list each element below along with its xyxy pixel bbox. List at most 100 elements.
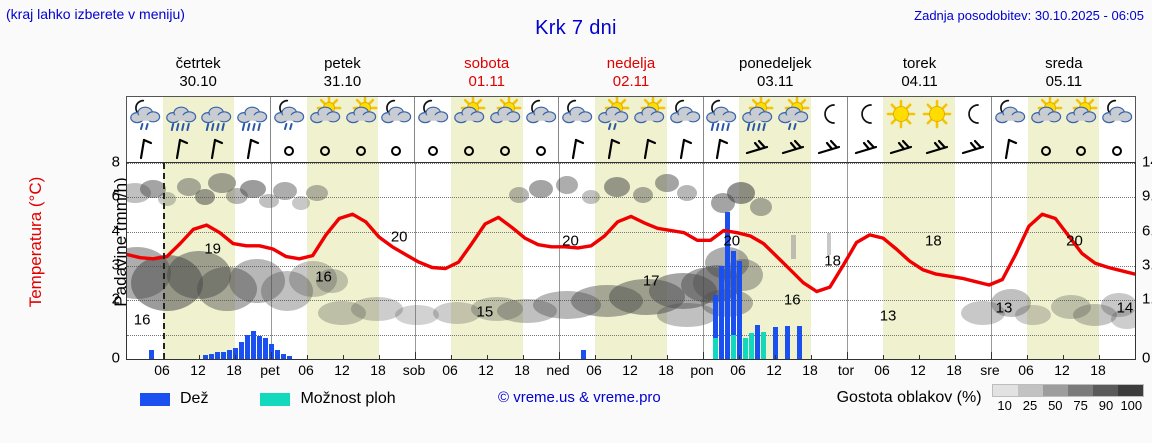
temperature-value-label: 18 bbox=[925, 232, 942, 250]
moon-cloud-drizzle-icon bbox=[271, 97, 307, 136]
wind-barb-strong-icon bbox=[739, 136, 775, 162]
sun-cloud-icon bbox=[307, 97, 343, 136]
icon-day-group-2 bbox=[271, 97, 416, 162]
x-tick-mark bbox=[631, 355, 632, 359]
icon-cell bbox=[378, 97, 414, 162]
x-tick-mark bbox=[1027, 355, 1028, 359]
day-header-2: petek 31.10 bbox=[270, 50, 414, 96]
rain-bar bbox=[713, 295, 718, 359]
icon-day-group-7 bbox=[992, 97, 1135, 162]
cloud-cover-layer bbox=[127, 173, 1135, 329]
day-date: 30.10 bbox=[179, 73, 217, 90]
icon-cell bbox=[595, 97, 631, 162]
icon-cell bbox=[630, 97, 667, 162]
temperature-value-label: 17 bbox=[642, 272, 660, 290]
cloud-height-tick: 1.5 bbox=[1142, 290, 1152, 308]
rain-bar bbox=[233, 347, 238, 359]
menu-hint-text: (kraj lahko izberete v meniju) bbox=[6, 6, 185, 22]
wind-calm-icon bbox=[1028, 136, 1064, 162]
icon-cell bbox=[992, 97, 1028, 162]
wind-barb-strong-icon bbox=[919, 136, 955, 162]
rain-bar bbox=[209, 353, 214, 359]
temperature-value-label: 13 bbox=[995, 299, 1013, 317]
x-tick-label: 18 bbox=[1090, 362, 1106, 378]
icon-day-group-4 bbox=[559, 97, 704, 162]
x-tick-label: 06 bbox=[298, 362, 314, 378]
x-tick-label: 06 bbox=[442, 362, 458, 378]
moon-cloud-icon bbox=[667, 97, 703, 136]
sun-cloud-drizzle-icon bbox=[775, 97, 811, 136]
day-name: petek bbox=[324, 54, 361, 72]
day-date: 04.11 bbox=[901, 73, 938, 90]
daytime-band bbox=[595, 163, 667, 359]
moon-cloud-drizzle-icon bbox=[127, 97, 163, 136]
x-tick-label: 12 bbox=[766, 362, 782, 378]
day-name: nedelja bbox=[606, 54, 656, 72]
x-tick-mark bbox=[1063, 355, 1064, 359]
cloud-height-tick: 3.5 bbox=[1142, 256, 1152, 274]
sun-cloud-icon bbox=[631, 97, 667, 136]
x-tick-mark bbox=[523, 355, 524, 359]
sun-icon bbox=[919, 97, 955, 136]
gridline bbox=[127, 197, 1135, 199]
wind-barb-icon bbox=[667, 136, 703, 162]
x-tick-mark bbox=[811, 355, 812, 359]
sun-icon bbox=[883, 97, 919, 136]
wind-calm-icon bbox=[523, 136, 559, 162]
copyright-credit[interactable]: © vreme.us & vreme.pro bbox=[498, 389, 661, 406]
rain-bar bbox=[251, 330, 256, 359]
x-tick-mark bbox=[703, 352, 704, 359]
day-header-6: torek 04.11 bbox=[847, 50, 991, 96]
rain-bar bbox=[257, 335, 262, 359]
gridline bbox=[127, 334, 1135, 336]
showers-legend-label: Možnost ploh bbox=[300, 390, 396, 407]
wind-barb-icon bbox=[199, 136, 235, 162]
day-header-row: četrtek 30.10 petek 31.10 sobota 01.11 nedelja… bbox=[126, 50, 1136, 96]
x-tick-mark bbox=[451, 355, 452, 359]
temperature-value-label: 13 bbox=[879, 307, 897, 325]
moon-icon bbox=[955, 97, 991, 136]
wind-barb-icon bbox=[127, 136, 163, 162]
cloud-density-label: Gostota oblakov (%) bbox=[836, 389, 982, 406]
precipitation-tick: 4 bbox=[111, 222, 120, 240]
cloud-rain-icon bbox=[234, 97, 270, 136]
day-name: četrtek bbox=[175, 54, 221, 72]
daytime-band bbox=[307, 163, 379, 359]
rain-bar bbox=[245, 334, 250, 359]
wind-calm-icon bbox=[271, 136, 307, 162]
rain-bar bbox=[797, 325, 802, 359]
moon-cloud-rain-icon bbox=[704, 97, 740, 136]
icon-cell bbox=[559, 97, 595, 162]
temperature-value-label: 20 bbox=[562, 232, 579, 250]
wind-barb-strong-icon bbox=[775, 136, 811, 162]
cloud-density-tick: 90 bbox=[1098, 398, 1114, 413]
x-tick-label: 06 bbox=[154, 362, 170, 378]
x-tick-label: 12 bbox=[622, 362, 638, 378]
icon-cell bbox=[451, 97, 487, 162]
x-tick-mark bbox=[235, 355, 236, 359]
x-tick-label: 12 bbox=[190, 362, 206, 378]
last-update-text: Zadnja posodobitev: 30.10.2025 - 06:05 bbox=[914, 8, 1144, 23]
x-tick-label: 06 bbox=[1018, 362, 1034, 378]
x-tick-mark bbox=[271, 352, 272, 359]
x-tick-label: 12 bbox=[478, 362, 494, 378]
day-separator bbox=[703, 163, 704, 359]
rain-bar bbox=[785, 325, 790, 359]
x-tick-label: 06 bbox=[730, 362, 746, 378]
daytime-band bbox=[883, 163, 955, 359]
wind-calm-icon bbox=[1063, 136, 1099, 162]
temperature-value-label: 16 bbox=[133, 311, 151, 329]
x-tick-label: pon bbox=[690, 362, 714, 378]
x-tick-mark bbox=[199, 355, 200, 359]
x-tick-mark bbox=[343, 355, 344, 359]
rain-bar bbox=[275, 350, 280, 359]
daytime-band bbox=[1027, 163, 1099, 359]
icon-cell bbox=[667, 97, 703, 162]
precipitation-tick: 0 bbox=[111, 349, 120, 367]
x-tick-mark bbox=[163, 355, 164, 359]
x-tick-label: 12 bbox=[334, 362, 350, 378]
temperature-curve bbox=[127, 212, 1135, 294]
showers-color-swatch bbox=[260, 392, 291, 406]
rain-bar bbox=[215, 351, 220, 359]
rain-bar bbox=[725, 212, 730, 359]
